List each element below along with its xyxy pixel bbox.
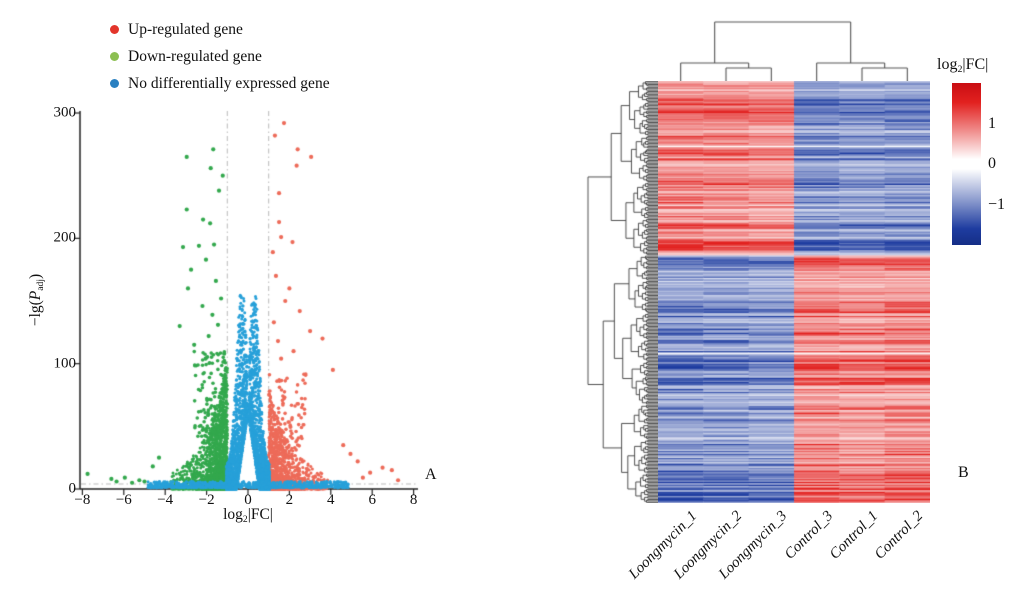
volcano-y-tick-label: 200 <box>53 229 77 246</box>
x-label-base: log <box>223 506 243 523</box>
x-label-rest: |FC| <box>247 506 273 523</box>
hm-title-sub: 2 <box>957 63 963 75</box>
legend-item-label: Down-regulated gene <box>128 47 262 65</box>
legend-dot-icon <box>110 79 119 88</box>
volcano-x-tick-label: 0 <box>244 492 252 508</box>
panel-a-label: A <box>425 466 437 483</box>
legend-dot-icon <box>110 52 119 61</box>
legend-dot-icon <box>110 25 119 34</box>
legend-item-label: Up-regulated gene <box>128 20 243 38</box>
volcano-y-tick-label: 100 <box>53 355 77 372</box>
heatmap-column-dendrogram <box>650 10 940 81</box>
colorbar-tick-label: −1 <box>988 195 1006 213</box>
y-label-symbol: P <box>27 290 44 301</box>
volcano-x-tick-label: 8 <box>409 492 418 508</box>
heatmap-legend-title: log2|FC| <box>937 56 989 75</box>
volcano-x-tick-label: −4 <box>157 492 174 508</box>
hm-title-rest: |FC| <box>962 56 989 73</box>
volcano-y-axis-label: −lg(Padj) <box>27 250 46 350</box>
volcano-x-axis-label: log2|FC| <box>188 506 308 525</box>
volcano-x-tick-label: 4 <box>327 492 335 508</box>
colorbar-tick-label: 0 <box>988 155 996 172</box>
y-label-prefix: −lg( <box>27 300 44 327</box>
panel-b-label: B <box>958 464 969 481</box>
legend-item-label: No differentially expressed gene <box>128 74 330 92</box>
volcano-y-tick-label: 300 <box>53 104 77 121</box>
volcano-x-tick-label: −2 <box>198 492 215 508</box>
volcano-y-tick-label: 0 <box>68 480 77 497</box>
x-label-sub: 2 <box>242 513 248 525</box>
hm-title-base: log <box>937 56 958 73</box>
volcano-plot-canvas <box>55 90 435 505</box>
legend-item: Up-regulated gene <box>110 16 330 43</box>
volcano-x-tick-label: 6 <box>368 492 376 508</box>
legend-item: Down-regulated gene <box>110 43 330 70</box>
volcano-x-tick-label: −8 <box>74 492 91 508</box>
legend-item: No differentially expressed gene <box>110 70 330 97</box>
volcano-x-tick-label: −6 <box>115 492 132 508</box>
volcano-legend: Up-regulated gene Down-regulated gene No d… <box>110 16 330 97</box>
heatmap-row-dendrogram <box>582 81 658 503</box>
heatmap-colorbar <box>952 83 981 245</box>
volcano-x-tick-label: 2 <box>285 492 294 508</box>
y-label-sub: adj <box>34 279 46 291</box>
colorbar-tick-label: 1 <box>988 114 996 132</box>
heatmap-canvas <box>658 81 930 503</box>
